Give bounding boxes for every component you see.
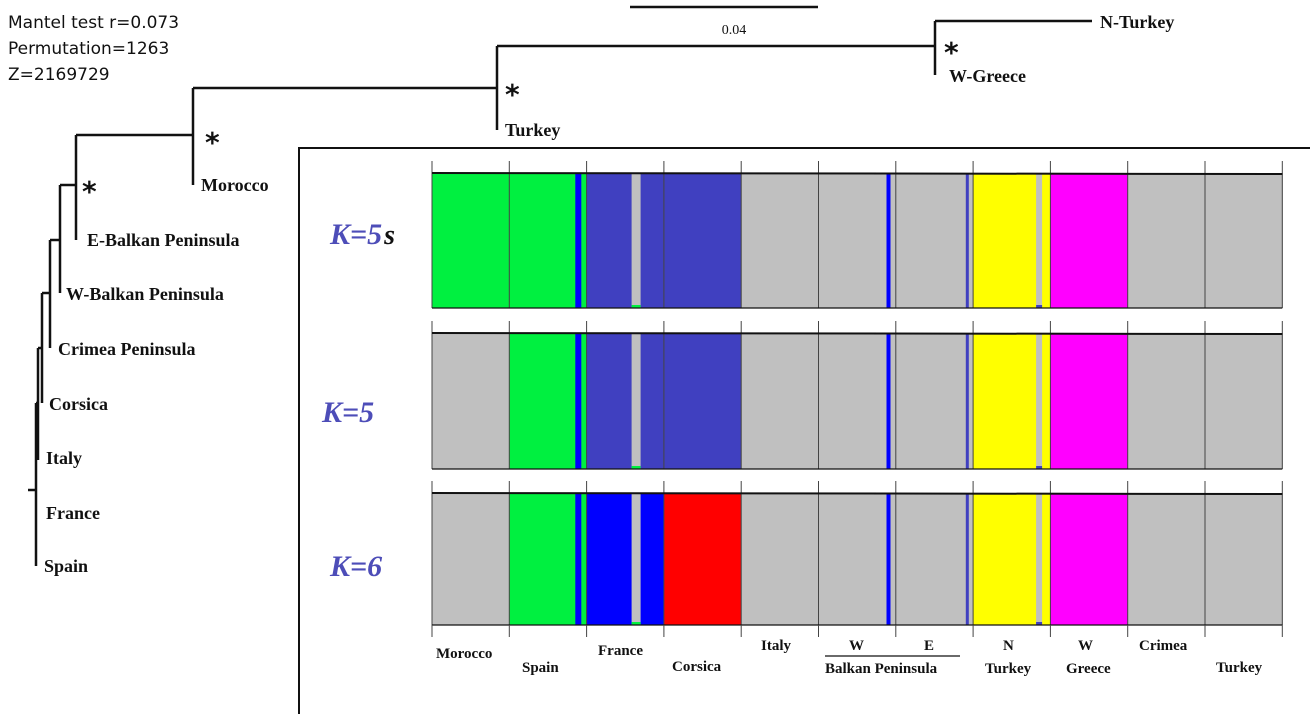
- admixture-stripe: [965, 333, 969, 469]
- support-marker-morocco: *: [205, 126, 220, 159]
- admixture-stripe: [575, 333, 582, 469]
- structure-bar: [1205, 333, 1283, 469]
- pop-label-italy: Italy: [761, 638, 792, 654]
- taxon-spain: Spain: [44, 556, 88, 576]
- structure-bar: [1127, 333, 1206, 469]
- pop-label-n-turkey: Turkey: [985, 661, 1032, 677]
- structure-bar: [432, 493, 510, 625]
- k-value-2: K=5: [322, 396, 375, 429]
- admixture-stripe: [886, 333, 891, 469]
- k-value-3: K=6: [330, 550, 383, 583]
- structure-bar: [895, 493, 974, 625]
- structure-bar: [895, 173, 974, 308]
- structure-bar: [818, 173, 897, 308]
- structure-bar: [586, 173, 665, 308]
- taxon-n-turkey: N-Turkey: [1100, 12, 1174, 32]
- taxon-crimea: Crimea Peninsula: [58, 339, 196, 359]
- taxon-w-greece: W-Greece: [949, 66, 1026, 86]
- panel-top-border: [431, 492, 1283, 495]
- admixture-stripe: [575, 493, 582, 625]
- pop-label-corsica: Corsica: [672, 659, 722, 675]
- scale-bar-label: 0.04: [722, 23, 747, 38]
- admixture-stripe: [631, 493, 641, 625]
- k-label-panel-2: K=5: [322, 396, 374, 430]
- taxon-italy: Italy: [46, 448, 82, 468]
- z-value: Z=2169729: [8, 65, 110, 85]
- pop-label-n: N: [1003, 638, 1014, 654]
- k-label-panel-3: K=6: [330, 550, 382, 584]
- support-marker-turkey: *: [505, 78, 520, 111]
- admixture-stripe: [965, 173, 969, 308]
- pop-label-morocco: Morocco: [436, 646, 492, 662]
- admixture-stripe: [1036, 173, 1043, 308]
- structure-bar: [586, 333, 665, 469]
- taxon-turkey: Turkey: [505, 120, 560, 140]
- admixture-stripe: [631, 466, 641, 469]
- panel-top-border: [431, 332, 1283, 335]
- admixture-stripe: [1036, 305, 1043, 308]
- structure-bar: [1127, 493, 1206, 625]
- structure-bar: [663, 333, 742, 469]
- structure-bar: [432, 173, 510, 308]
- structure-bar: [895, 333, 974, 469]
- pop-label-balkan-peninsula: Balkan Peninsula: [825, 661, 938, 677]
- structure-bar: [818, 333, 897, 469]
- admixture-stripe: [631, 305, 641, 308]
- taxon-corsica: Corsica: [49, 394, 108, 414]
- admixture-stripe: [886, 493, 891, 625]
- structure-bar: [741, 333, 819, 469]
- admixture-stripe: [631, 333, 641, 469]
- taxon-morocco: Morocco: [201, 175, 269, 195]
- structure-bar: [586, 493, 665, 625]
- k-label-panel-1: K=5s: [330, 218, 395, 252]
- admixture-stripe: [965, 493, 969, 625]
- mantel-stats: Mantel test r=0.073 Permutation=1263 Z=2…: [8, 10, 179, 88]
- pop-label-balkan-e: E: [924, 638, 934, 654]
- support-marker-greece: *: [944, 36, 959, 69]
- panel-top-border: [431, 172, 1283, 175]
- taxon-w-balkan: W-Balkan Peninsula: [66, 284, 224, 304]
- k-suffix-1: s: [384, 220, 396, 251]
- taxon-france: France: [46, 503, 100, 523]
- pop-label-w: W: [1078, 638, 1093, 654]
- structure-frame: [298, 147, 1310, 714]
- pop-label-w-greece: Greece: [1066, 661, 1111, 677]
- pop-label-crimea: Crimea: [1139, 638, 1188, 654]
- admixture-stripe: [1036, 333, 1043, 469]
- admixture-stripe: [1036, 493, 1043, 625]
- structure-bar: [1205, 493, 1283, 625]
- admixture-stripe: [1036, 622, 1043, 625]
- pop-label-spain: Spain: [522, 660, 559, 676]
- structure-bar: [509, 173, 588, 308]
- structure-bar: [432, 333, 510, 469]
- pop-label-france: France: [598, 643, 643, 659]
- admixture-stripe: [631, 173, 641, 308]
- support-marker-e-balkan: *: [82, 175, 97, 208]
- admixture-stripe: [631, 622, 641, 625]
- structure-bar: [1050, 173, 1129, 308]
- pop-label-turkey: Turkey: [1216, 660, 1263, 676]
- admixture-stripe: [1036, 466, 1043, 469]
- permutation-count: Permutation=1263: [8, 39, 170, 59]
- structure-bar: [741, 173, 819, 308]
- structure-bar: [663, 493, 742, 625]
- structure-bar: [818, 493, 897, 625]
- taxon-e-balkan: E-Balkan Peninsula: [87, 230, 240, 250]
- pop-label-balkan-w: W: [849, 638, 864, 654]
- structure-bar: [1205, 173, 1283, 308]
- structure-bar: [1050, 333, 1129, 469]
- structure-bar: [1050, 493, 1129, 625]
- structure-bar: [509, 493, 588, 625]
- structure-bar: [509, 333, 588, 469]
- k-value-1: K=5: [330, 218, 383, 251]
- structure-bar: [741, 493, 819, 625]
- structure-bar: [1127, 173, 1206, 308]
- admixture-stripe: [575, 173, 582, 308]
- admixture-stripe: [886, 173, 891, 308]
- structure-bar: [663, 173, 742, 308]
- mantel-r: Mantel test r=0.073: [8, 13, 180, 33]
